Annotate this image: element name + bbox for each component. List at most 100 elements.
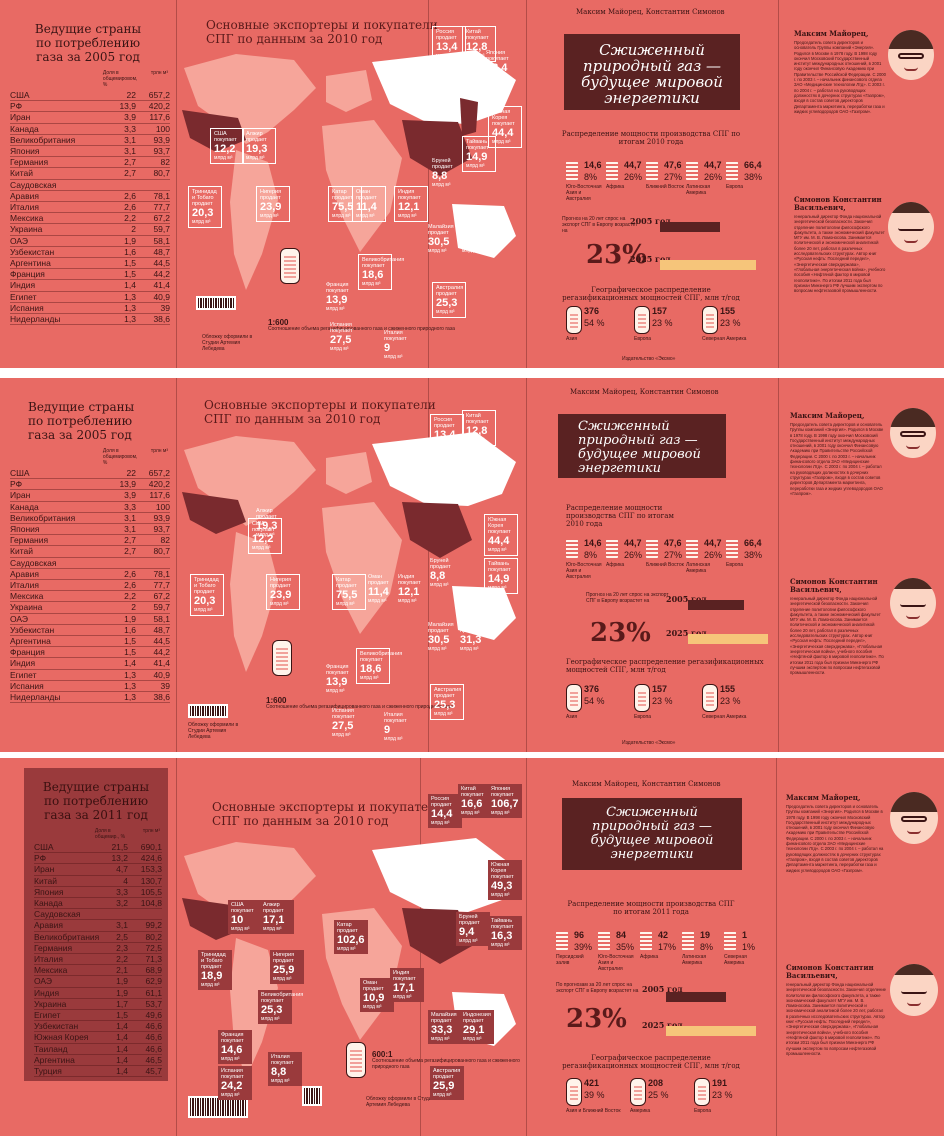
region-value: 157 bbox=[652, 684, 668, 694]
map-callout: Франция покупает 14,6 млрд м³ bbox=[218, 1030, 252, 1064]
share-value: 1,7 bbox=[116, 998, 128, 1009]
volume-value: 82 bbox=[160, 157, 170, 168]
volume-value: 62,9 bbox=[145, 976, 162, 987]
tanker-2025-icon bbox=[666, 1026, 756, 1036]
callout-unit: млрд м³ bbox=[356, 213, 375, 219]
country-name: Саудовская bbox=[10, 179, 57, 190]
ranking-header: Доля в общемировом, % трлн м³ bbox=[102, 448, 168, 466]
map-callout: Индонезия продает 31,3 млрд м³ bbox=[460, 622, 494, 652]
callout-unit: млрд м³ bbox=[491, 810, 510, 816]
map-callout: Китай покупает 16,6 млрд м³ bbox=[458, 784, 492, 818]
region-share: 23 % bbox=[652, 318, 673, 328]
region-value: 44,7 bbox=[624, 160, 642, 170]
world-map bbox=[182, 50, 516, 290]
regas-tank-icon bbox=[634, 306, 650, 334]
ranking-row: РФ 13,9 420,2 bbox=[10, 479, 170, 491]
callout-label: Италия покупает bbox=[384, 712, 407, 724]
map-callout: Индонезия продает 31,3 млрд м³ bbox=[462, 224, 496, 254]
share-value: 1,6 bbox=[124, 246, 136, 257]
volume-value: 80,2 bbox=[145, 931, 162, 942]
country-name: Канада bbox=[10, 123, 39, 134]
callout-unit: млрд м³ bbox=[194, 607, 213, 613]
callout-unit: млрд м³ bbox=[360, 675, 379, 681]
callout-label: Нигерия продает bbox=[260, 189, 282, 201]
region-share: 23 % bbox=[652, 696, 673, 706]
country-name: Аравия bbox=[34, 920, 63, 931]
region-share: 23 % bbox=[712, 1090, 733, 1100]
callout-value: 23,9 bbox=[270, 589, 292, 601]
callout-label: Малайзия продает bbox=[428, 224, 454, 236]
map-callout: Оман продает 11,4 млрд м³ bbox=[368, 574, 402, 604]
callout-label: Россия продает bbox=[431, 796, 452, 808]
ratio-note: 1:600 Соотношение объема регазифицированн… bbox=[268, 318, 455, 333]
region-share: 8% bbox=[584, 172, 598, 182]
ranking-row: Аргентина 1,5 44,5 bbox=[10, 258, 170, 270]
callout-value: 9 bbox=[384, 724, 391, 736]
callout-label: Китай покупает bbox=[461, 786, 484, 798]
volume-value bbox=[136, 558, 170, 568]
callout-label: Индия покупает bbox=[393, 970, 416, 982]
ranking-row: Узбекистан 1,6 48,7 bbox=[10, 624, 170, 637]
callout-value: 12,8 bbox=[466, 41, 488, 53]
callout-label: Южная Корея покупает bbox=[488, 517, 511, 535]
cover-credit: Обложку оформили в Студии Артемия Лебеде… bbox=[202, 334, 253, 352]
volume-value: 40,9 bbox=[153, 291, 170, 302]
region-share: 23 % bbox=[720, 318, 741, 328]
author-1-portrait bbox=[890, 408, 936, 458]
callout-label: Китай покупает bbox=[466, 29, 489, 41]
lng-flame-icon bbox=[598, 930, 610, 950]
callout-value: 19,3 bbox=[256, 520, 278, 532]
callout-label: Бруней продает bbox=[430, 558, 451, 570]
callout-label: Катар продает bbox=[336, 577, 357, 589]
tanker-2005-icon bbox=[688, 600, 744, 610]
region-share: 54 % bbox=[584, 318, 605, 328]
country-name: Узбекистан bbox=[10, 624, 55, 635]
year-2005: 2005 год bbox=[630, 216, 671, 226]
callout-unit: млрд м³ bbox=[466, 437, 485, 443]
callout-label: Испания покупает bbox=[221, 1068, 244, 1080]
map-callout: Австралия продает 25,3 млрд м³ bbox=[432, 282, 466, 318]
ranking-row: Узбекистан 1,6 48,7 bbox=[10, 246, 170, 259]
callout-value: 8,8 bbox=[271, 1066, 287, 1078]
region-value: 14,6 bbox=[584, 160, 602, 170]
forecast-text: Прогноз на 20 лет спрос на экспорт СПГ в… bbox=[562, 216, 638, 234]
volume-value: 117,6 bbox=[149, 490, 170, 501]
callout-label: Нигерия продает bbox=[270, 577, 292, 589]
map-panel: Основные экспортеры и покупатели СПГ по д… bbox=[176, 0, 526, 368]
callout-unit: млрд м³ bbox=[332, 213, 351, 219]
region-name: Северная Америка bbox=[724, 954, 747, 966]
share-value: 3,1 bbox=[124, 134, 136, 145]
region-name: Северная Америка bbox=[702, 336, 747, 342]
cover-credit: Обложку оформили в Студии Артемия Лебеде… bbox=[188, 722, 239, 740]
volume-value: 100 bbox=[155, 123, 170, 134]
ranking-row: Нидерланды 1,3 38,6 bbox=[10, 692, 170, 704]
share-value: 2,6 bbox=[124, 190, 136, 201]
map-callout: Россия продает 13,4 млрд м³ bbox=[430, 414, 464, 450]
lng-flame-icon bbox=[566, 538, 578, 558]
callout-value: 9 bbox=[384, 342, 391, 354]
share-value: 2,2 bbox=[116, 954, 128, 965]
volume-value: 39 bbox=[160, 302, 170, 313]
callout-label: Алжир продает bbox=[263, 902, 284, 914]
callout-value: 12,2 bbox=[214, 143, 236, 155]
region-value: 44,7 bbox=[704, 538, 722, 548]
volume-value: 80,7 bbox=[153, 168, 170, 179]
country-name: Франция bbox=[10, 647, 45, 658]
ratio-note: 1:600 Соотношение объема регазифицированн… bbox=[266, 696, 453, 711]
share-value: 1,5 bbox=[124, 258, 136, 269]
map-callout: Япония покупает 93,4 млрд м³ bbox=[480, 464, 514, 494]
share-value: 4 bbox=[123, 875, 128, 886]
map-title: Основные экспортеры и покупатели СПГ по д… bbox=[212, 800, 444, 828]
ranking-row: Франция 1,5 44,2 bbox=[10, 269, 170, 281]
capacity-title: Распределение мощности производства СПГ … bbox=[561, 130, 741, 146]
share-value: 3,3 bbox=[116, 886, 128, 897]
country-name: Индия bbox=[10, 658, 36, 669]
map-callout: Италия покупает 9 млрд м³ bbox=[384, 330, 418, 360]
share-value: 4,7 bbox=[116, 864, 128, 875]
callout-unit: млрд м³ bbox=[231, 926, 250, 932]
country-name: Иран bbox=[34, 864, 55, 875]
share-value: 1,4 bbox=[124, 658, 136, 669]
country-name: Египет bbox=[10, 669, 37, 680]
ranking-row: Канада 3,2 104,8 bbox=[34, 898, 162, 910]
volume-value: 153,3 bbox=[140, 864, 162, 875]
